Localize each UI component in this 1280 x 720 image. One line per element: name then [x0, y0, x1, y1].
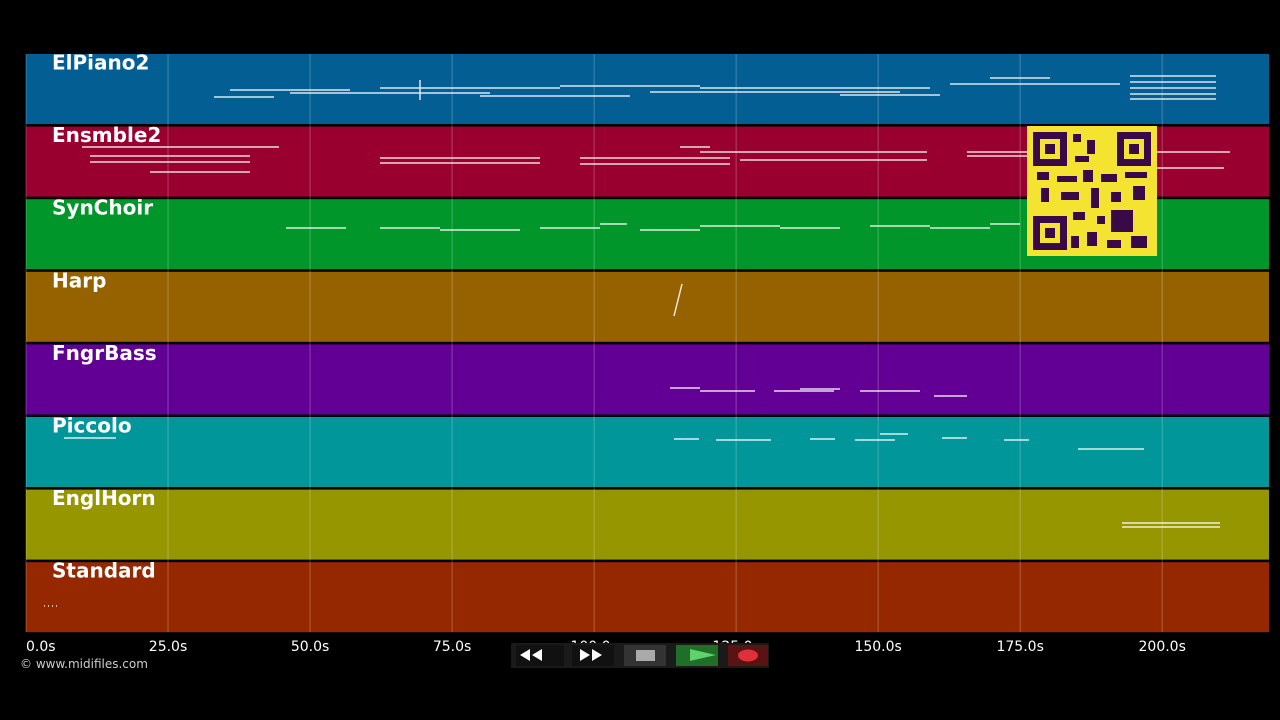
track-band: [26, 54, 1269, 124]
x-tick-label: 75.0s: [433, 639, 471, 655]
notes: [82, 146, 1230, 173]
rewind-icon: [520, 649, 542, 661]
record-icon: [738, 649, 758, 662]
track-name: Piccolo: [52, 414, 132, 438]
notes: [214, 75, 1216, 100]
play-icon: [690, 649, 716, 661]
track-name: Ensmble2: [52, 123, 161, 147]
rewind-button[interactable]: [516, 645, 564, 666]
track-band: [26, 562, 1269, 633]
notes: [1122, 522, 1220, 528]
credit: © www.midifiles.com: [20, 657, 148, 671]
track-name: ElPiano2: [52, 51, 149, 75]
notes: [286, 223, 1020, 231]
track-name: Standard: [52, 559, 156, 583]
track-band: [26, 271, 1269, 342]
track-name: Harp: [52, 268, 106, 292]
notes: [670, 387, 967, 397]
notes: [64, 433, 1144, 450]
notes: [673, 283, 683, 317]
stop-button[interactable]: [624, 645, 666, 666]
qr-pattern: [1033, 132, 1151, 250]
x-tick-label: 0.0s: [26, 639, 56, 655]
x-tick-label: 150.0s: [854, 639, 901, 655]
track-name: SynChoir: [52, 196, 153, 220]
track-band: [26, 344, 1269, 415]
record-button[interactable]: [728, 645, 768, 666]
qr-code: [1027, 126, 1157, 256]
track-name: EnglHorn: [52, 486, 156, 510]
x-tick-label: 50.0s: [291, 639, 329, 655]
transport-controls: [511, 643, 769, 668]
notes: [44, 75, 1230, 607]
play-button[interactable]: [676, 645, 718, 666]
x-tick-label: 25.0s: [149, 639, 187, 655]
fast-forward-button[interactable]: [572, 645, 614, 666]
track-band: [26, 489, 1269, 560]
stop-icon: [636, 650, 655, 661]
grid: [25, 54, 1163, 633]
ff-icon: [580, 649, 602, 661]
x-tick-label: 200.0s: [1139, 639, 1186, 655]
track-name: FngrBass: [52, 341, 157, 365]
x-tick-label: 175.0s: [996, 639, 1043, 655]
track-band: [26, 417, 1269, 487]
tracks: ElPiano2 Ensmble2 SynChoir Harp FngrBass Picc…: [26, 51, 1269, 633]
